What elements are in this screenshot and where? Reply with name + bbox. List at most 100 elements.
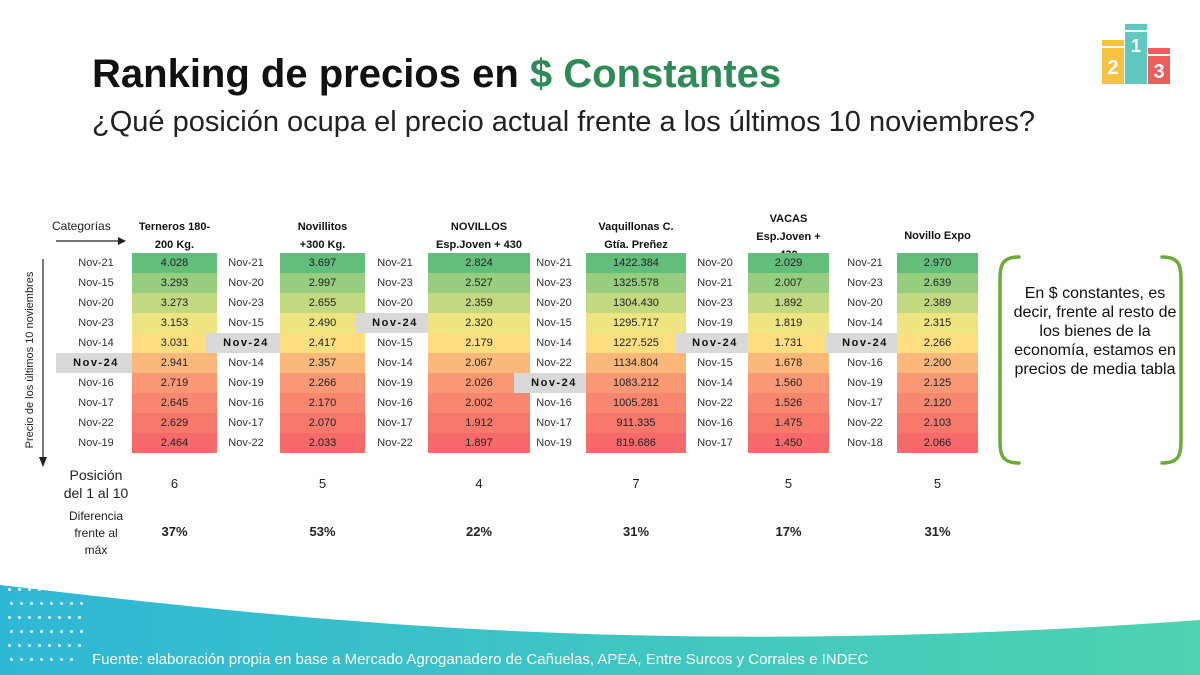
price-cell: 1005.281 (586, 393, 686, 413)
decorative-dot (70, 602, 73, 605)
left-brace-icon (998, 255, 1021, 465)
decorative-dot (18, 644, 21, 647)
price-cell: 2.200 (897, 353, 978, 373)
price-cell: 1.731 (748, 333, 829, 353)
decorative-dot (30, 602, 33, 605)
price-cell: 2.824 (428, 253, 530, 273)
posicion-value: 5 (784, 476, 793, 491)
title-prefix: Ranking de precios en (92, 52, 530, 96)
year-cell: Nov-17 (377, 417, 413, 429)
year-cell: Nov-20 (536, 297, 572, 309)
price-cell: 2.120 (897, 393, 978, 413)
year-cell: Nov-15 (536, 317, 572, 329)
decorative-dot (20, 630, 23, 633)
diferencia-value: 31% (622, 524, 650, 539)
diferencia-value: 37% (161, 524, 188, 539)
year-cell: Nov-23 (228, 297, 264, 309)
decorative-dot (58, 588, 61, 591)
year-cell: Nov-21 (228, 257, 264, 269)
decorative-dot (38, 588, 41, 591)
decorative-dot (28, 644, 31, 647)
year-cell: Nov-16 (536, 397, 572, 409)
year-cell: Nov-15 (78, 277, 114, 289)
arrow-down-icon (39, 259, 47, 467)
year-cell: Nov-14 (78, 337, 114, 349)
price-cell: 2.007 (748, 273, 829, 293)
year-cell: Nov-22 (536, 357, 572, 369)
posicion-label-line: Posición (69, 467, 123, 483)
decorative-dot (60, 602, 63, 605)
decorative-dot (20, 602, 23, 605)
price-cell: 1325.578 (586, 273, 686, 293)
page-title: Ranking de precios en $ Constantes (92, 52, 781, 97)
category-header-line: Esp.Joven + 430 (436, 239, 522, 251)
decorative-dot (30, 630, 33, 633)
decorative-dot (38, 644, 41, 647)
price-cell: 1.819 (748, 313, 829, 333)
year-cell: Nov-19 (847, 377, 883, 389)
posicion-value: 4 (475, 476, 483, 491)
price-cell: 1.475 (748, 413, 829, 433)
podium-first-cap (1125, 24, 1147, 30)
diferencia-label-line: máx (84, 543, 108, 557)
decorative-dot (10, 658, 13, 661)
price-cell: 2.359 (428, 293, 530, 313)
price-cell: 1.892 (748, 293, 829, 313)
category-header-line: Esp.Joven + (756, 231, 821, 243)
decorative-dot (60, 658, 63, 661)
diferencia-value: 53% (309, 524, 336, 539)
price-cell: 2.266 (897, 333, 978, 353)
year-cell: Nov-22 (847, 417, 883, 429)
price-cell: 2.464 (132, 433, 217, 453)
price-cell: 3.153 (132, 313, 217, 333)
year-cell: Nov-18 (847, 437, 883, 449)
podium-label-2: 2 (1107, 57, 1118, 79)
decorative-dot (58, 644, 61, 647)
year-cell: Nov-20 (78, 297, 114, 309)
category-header-line: +300 Kg. (299, 239, 346, 251)
price-cell: 2.941 (132, 353, 217, 373)
price-cell: 1304.430 (586, 293, 686, 313)
axis-label: Precio de los últimos 10 noviembres (24, 271, 36, 449)
podium-icon: 2 1 3 (1102, 24, 1170, 84)
podium-first-block (1125, 32, 1147, 84)
year-cell: Nov-17 (78, 397, 114, 409)
price-cell: 2.639 (897, 273, 978, 293)
year-cell: Nov-14 (377, 357, 413, 369)
decorative-dot (70, 630, 73, 633)
price-cell: 2.655 (280, 293, 365, 313)
year-cell: Nov-22 (78, 417, 114, 429)
right-brace-icon (1160, 255, 1183, 465)
category-header-line: Vaquillonas C. (598, 221, 674, 233)
price-cell: 1.912 (428, 413, 530, 433)
posicion-label-line: del 1 al 10 (63, 485, 129, 501)
year-cell: Nov-14 (847, 317, 883, 329)
year-cell: Nov-23 (697, 297, 733, 309)
year-cell: Nov-22 (377, 437, 413, 449)
price-cell: 2.629 (132, 413, 217, 433)
podium-third-block (1148, 56, 1170, 84)
price-cell: 2.103 (897, 413, 978, 433)
price-cell: 819.686 (586, 433, 686, 453)
price-cell: 1227.525 (586, 333, 686, 353)
decorative-dot (80, 630, 83, 633)
decorative-dot (38, 616, 41, 619)
year-cell-current: Nov-24 (56, 353, 136, 373)
year-cell: Nov-17 (847, 397, 883, 409)
decorative-dot (40, 630, 43, 633)
year-cell: Nov-20 (697, 257, 733, 269)
category-header-line: 430 (724, 246, 854, 253)
year-cell: Nov-21 (78, 257, 114, 269)
price-cell: 2.490 (280, 313, 365, 333)
posicion-label: Posición del 1 al 10 (56, 466, 136, 502)
price-cell: 3.697 (280, 253, 365, 273)
year-cell: Nov-14 (697, 377, 733, 389)
price-cell: 3.293 (132, 273, 217, 293)
decorative-dot (70, 658, 73, 661)
category-header-line: NOVILLOS (450, 221, 508, 233)
price-cell: 2.357 (280, 353, 365, 373)
price-cell: 2.026 (428, 373, 530, 393)
category-header-line: Novillitos (297, 221, 348, 233)
year-cell: Nov-15 (377, 337, 413, 349)
year-cell: Nov-15 (228, 317, 264, 329)
